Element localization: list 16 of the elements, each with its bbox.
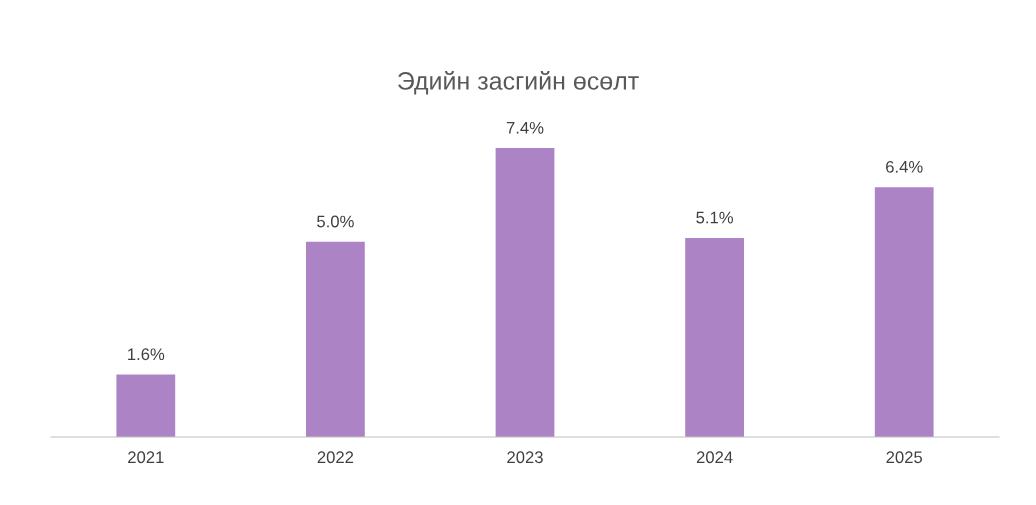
bar <box>116 374 176 437</box>
x-tick-label: 2022 <box>317 451 354 464</box>
x-tick-label: 2024 <box>696 451 733 464</box>
x-tick-label: 2021 <box>128 451 164 464</box>
bar <box>306 241 365 437</box>
data-label: 5.0% <box>317 215 354 228</box>
bar <box>685 237 744 437</box>
x-tick-label: 2025 <box>886 451 923 464</box>
data-label: 6.4% <box>886 160 923 173</box>
bar <box>495 148 555 437</box>
chart-title: Эдийн засгийн өсөлт <box>398 71 639 95</box>
data-label: 1.6% <box>128 348 165 361</box>
data-label: 5.1% <box>696 211 733 224</box>
x-tick-label: 2023 <box>507 451 543 464</box>
bar <box>874 187 934 437</box>
data-label: 7.4% <box>506 121 544 134</box>
